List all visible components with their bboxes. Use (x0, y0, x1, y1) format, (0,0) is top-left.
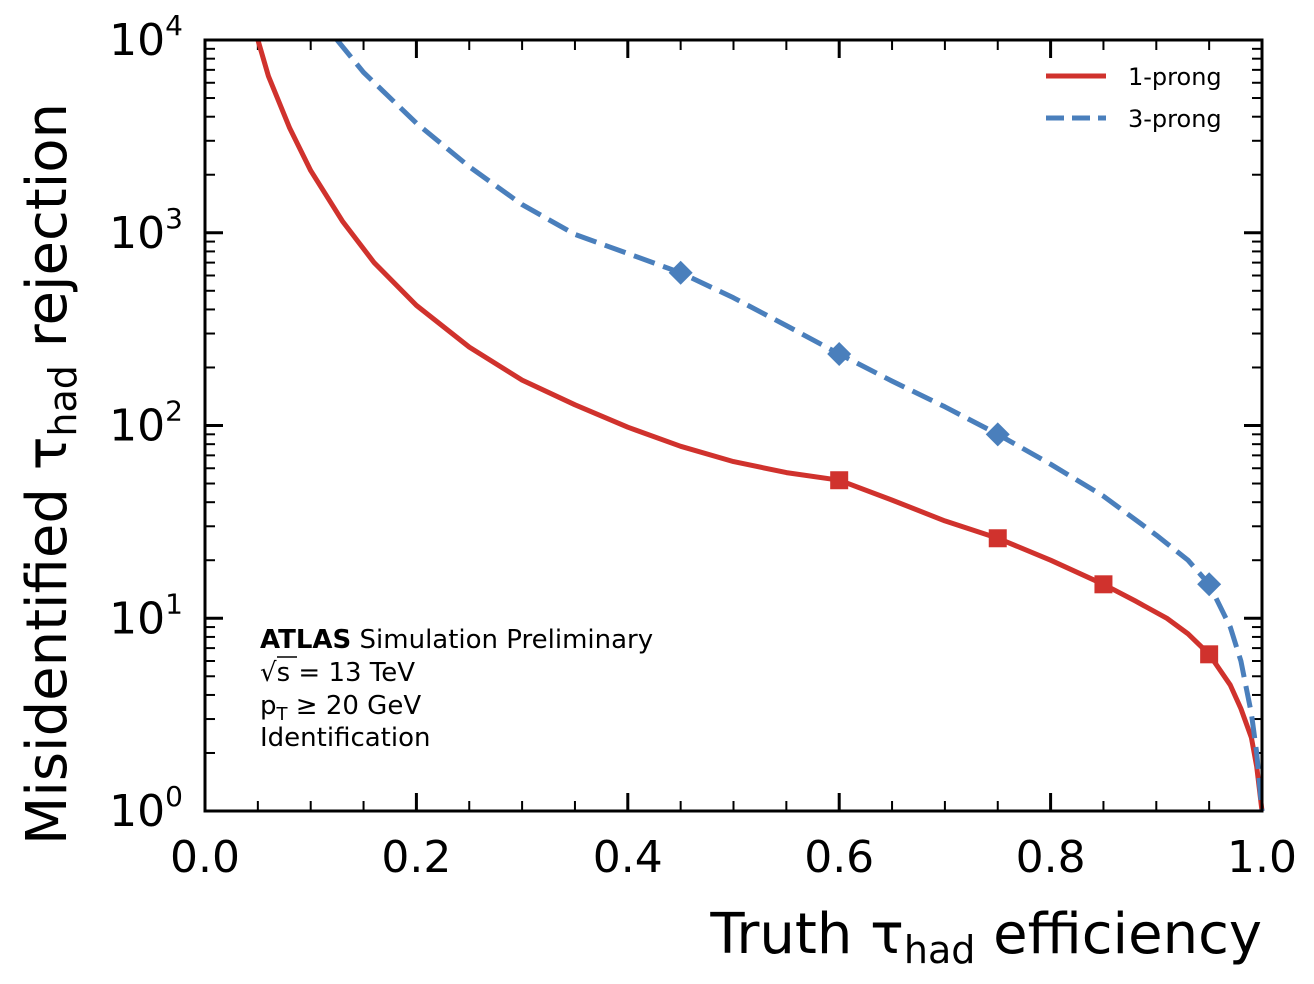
x-tick-label: 0.4 (593, 832, 663, 883)
x-tick-label: 0.6 (804, 832, 874, 883)
y-tick-label: 101 (109, 587, 183, 644)
legend-label-3-prong: 3-prong (1128, 105, 1222, 133)
marker-1-prong (1200, 645, 1219, 664)
y-tick-label: 103 (109, 202, 183, 259)
x-axis-title-tail: efficiency (975, 902, 1262, 967)
marker-3-prong (827, 341, 852, 366)
marker-1-prong (988, 529, 1007, 548)
atlas-annotation: ATLAS Simulation Preliminary √s = 13 TeV… (260, 625, 653, 753)
y-axis-title-sub: had (41, 365, 85, 437)
annotation-line-4: Identification (260, 723, 430, 753)
x-axis-title: Truth τhad efficiency (709, 902, 1262, 972)
annotation-pt-main: p (260, 691, 277, 721)
annotation-status: Simulation Preliminary (351, 625, 653, 655)
minor-ticks (205, 40, 1262, 811)
marker-1-prong (1094, 575, 1113, 594)
y-tick-labels: 100 101 102 103 104 (109, 9, 183, 837)
marker-3-prong (1197, 572, 1222, 597)
x-tick-label: 0.8 (1016, 832, 1086, 883)
y-tick-label: 100 (109, 780, 183, 837)
annotation-experiment: ATLAS (260, 625, 351, 655)
annotation-energy: s = 13 TeV (277, 658, 416, 688)
legend-label-1-prong: 1-prong (1128, 63, 1222, 91)
annotation-pt-sub: T (276, 704, 289, 725)
marker-layer (668, 260, 1222, 664)
annotation-pt-tail: ≥ 20 GeV (288, 691, 422, 721)
y-tick-label: 104 (109, 9, 183, 66)
marker-1-prong (830, 471, 849, 490)
annotation-line-1: ATLAS Simulation Preliminary (260, 625, 653, 655)
y-axis-title-main: Misidentified τ (15, 437, 80, 845)
annotation-sqrt-symbol: √ (260, 658, 277, 688)
annotation-line-2: √s = 13 TeV (260, 658, 415, 688)
plot-frame (203, 38, 1264, 813)
annotation-line-3: pT ≥ 20 GeV (260, 691, 421, 725)
marker-3-prong (668, 260, 693, 285)
marker-3-prong (985, 422, 1010, 447)
x-tick-label: 0.2 (381, 832, 451, 883)
series-line-3-prong (335, 38, 1265, 812)
x-tick-label: 1.0 (1227, 832, 1297, 883)
x-axis-title-main: Truth τ (709, 902, 903, 967)
y-axis-title-tail: rejection (15, 103, 80, 365)
y-axis-title: Misidentified τhad rejection (15, 103, 85, 845)
x-axis-title-sub: had (904, 928, 976, 972)
y-tick-label: 102 (109, 395, 183, 452)
legend: 1-prong 3-prong (1046, 63, 1222, 133)
x-tick-labels: 0.0 0.2 0.4 0.6 0.8 1.0 (170, 832, 1297, 883)
x-tick-label: 0.0 (170, 832, 240, 883)
